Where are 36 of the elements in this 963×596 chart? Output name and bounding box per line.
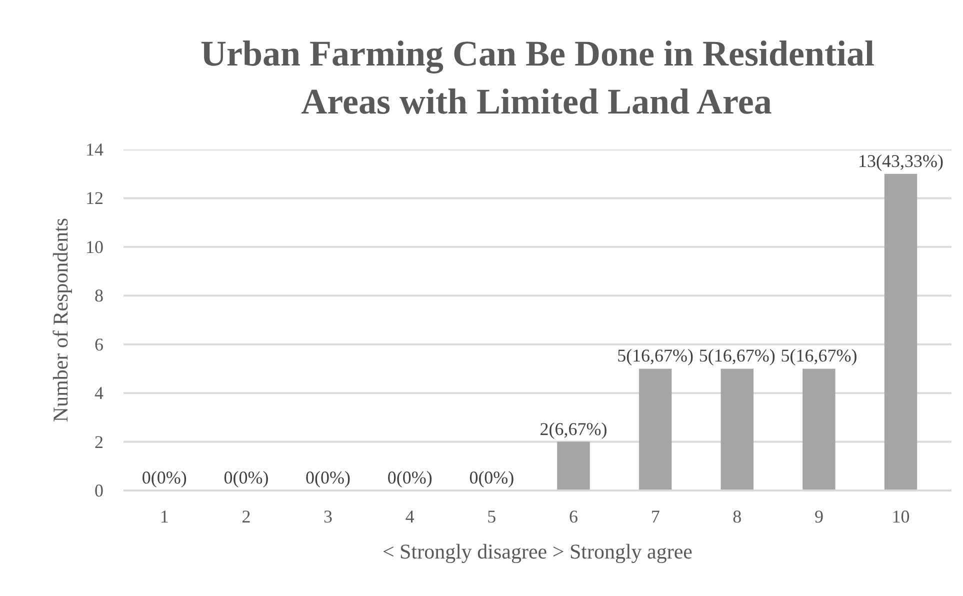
x-tick-label: 3	[324, 506, 333, 526]
x-tick-label: 10	[892, 506, 910, 526]
data-label: 2(6,67%)	[540, 418, 608, 439]
bar	[557, 442, 590, 490]
y-tick-label: 14	[86, 140, 104, 160]
y-tick-label: 10	[86, 236, 104, 257]
bar	[884, 174, 918, 490]
y-tick-label: 4	[94, 383, 104, 404]
data-label: 5(16,67%)	[698, 346, 776, 366]
x-tick-label: 7	[650, 506, 660, 526]
x-tick-label: 1	[160, 506, 169, 526]
x-tick-label: 6	[569, 506, 578, 526]
chart-title: Urban Farming Can Be Done in Residential Areas with Limited Land Area	[200, 34, 875, 122]
bar	[720, 368, 754, 490]
data-label: 5(16,67%)	[617, 346, 694, 366]
bar	[638, 368, 672, 490]
x-tick-label: 8	[732, 506, 742, 526]
x-tick-label: 5	[487, 506, 496, 526]
y-tick-label: 0	[94, 480, 104, 500]
y-tick-label: 12	[86, 188, 104, 208]
data-label: 0(0%)	[306, 468, 351, 488]
x-axis-title: < Strongly disagree > Strongly agree	[382, 540, 693, 564]
y-axis-title: Number of Respondents	[48, 218, 72, 422]
data-label: 13(43,33%)	[858, 150, 944, 171]
y-tick-label: 6	[94, 334, 104, 354]
data-label: 0(0%)	[142, 468, 187, 488]
x-tick-label: 9	[814, 506, 824, 526]
data-label: 0(0%)	[387, 468, 432, 488]
data-label: 0(0%)	[224, 468, 269, 488]
bar	[802, 368, 836, 490]
data-label: 0(0%)	[469, 468, 514, 488]
x-tick-label: 2	[242, 506, 251, 526]
y-tick-label: 2	[94, 432, 104, 452]
data-label: 5(16,67%)	[780, 346, 858, 366]
x-tick-label: 4	[405, 506, 414, 526]
y-tick-label: 8	[94, 286, 104, 306]
